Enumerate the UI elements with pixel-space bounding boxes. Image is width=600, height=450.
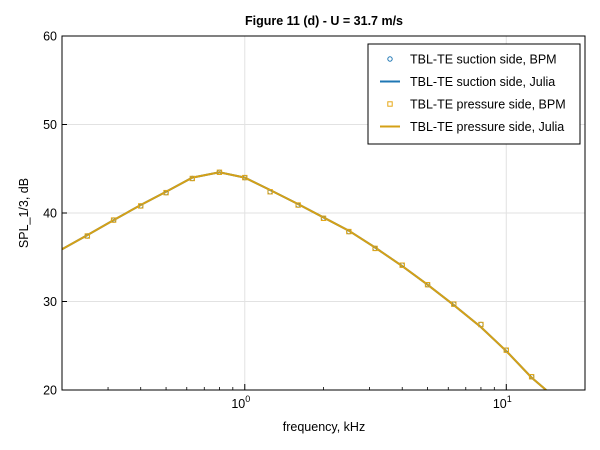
data-point-square [372, 245, 378, 252]
legend-label: TBL-TE pressure side, BPM [410, 98, 566, 112]
data-point-square [189, 175, 196, 182]
data-point-square [216, 169, 223, 175]
series-layer [62, 169, 547, 390]
x-tick-label: 100 [231, 394, 250, 411]
legend-label: TBL-TE suction side, Julia [410, 75, 555, 89]
data-point-square [528, 374, 535, 380]
data-point-square [503, 347, 509, 353]
data-point-square [399, 262, 405, 268]
legend-swatch-circle [387, 56, 393, 62]
data-point-square [110, 217, 117, 223]
data-point-square [267, 189, 273, 195]
legend-swatch-square [387, 101, 393, 107]
data-point-square [320, 215, 327, 222]
x-axis-label: frequency, kHz [283, 420, 365, 434]
series-2 [84, 169, 535, 380]
legend-label: TBL-TE pressure side, Julia [410, 120, 564, 134]
legend-label: TBL-TE suction side, BPM [410, 53, 557, 67]
legend: TBL-TE suction side, BPM TBL-TE suction s… [367, 43, 581, 145]
y-axis-label: SPL_1/3, dB [17, 178, 31, 248]
series-line [62, 171, 547, 390]
y-tick-label: 60 [43, 30, 57, 44]
y-tick-label: 50 [43, 118, 57, 132]
data-point-square [242, 174, 248, 181]
data-point-square [451, 301, 457, 307]
data-point-square [295, 202, 301, 208]
data-point-square [346, 228, 352, 235]
data-point-square [84, 233, 91, 239]
y-tick-label: 30 [43, 295, 57, 309]
chart-title: Figure 11 (d) - U = 31.7 m/s [245, 14, 403, 28]
data-point-square [138, 203, 144, 209]
data-point-square [478, 321, 484, 328]
y-tick-label: 20 [43, 384, 57, 398]
y-tick-label: 40 [43, 207, 57, 221]
legend-box [367, 43, 581, 145]
series-3 [62, 171, 547, 390]
x-tick-label: 101 [493, 394, 512, 411]
data-point-square [163, 189, 169, 196]
data-point-square [424, 281, 431, 288]
axes: 20 30 40 50 60 100 101 [43, 30, 512, 412]
